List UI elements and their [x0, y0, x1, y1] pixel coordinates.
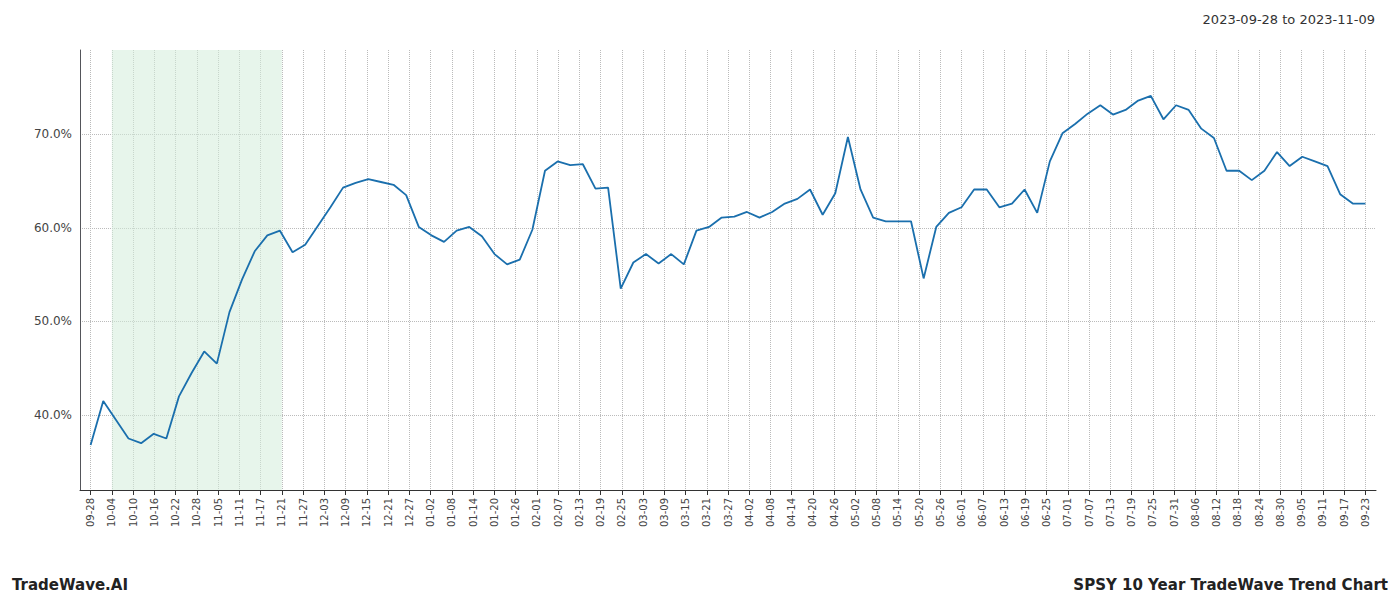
svg-text:10-28: 10-28: [191, 498, 202, 527]
svg-text:01-14: 01-14: [468, 498, 479, 527]
svg-text:02-13: 02-13: [574, 498, 585, 527]
svg-text:06-19: 06-19: [1020, 498, 1031, 527]
svg-text:07-07: 07-07: [1084, 498, 1095, 527]
svg-text:01-26: 01-26: [510, 498, 521, 527]
svg-text:09-28: 09-28: [85, 498, 96, 527]
svg-text:09-05: 09-05: [1296, 498, 1307, 527]
svg-text:07-19: 07-19: [1126, 498, 1137, 527]
svg-text:04-26: 04-26: [829, 498, 840, 527]
svg-text:02-07: 02-07: [553, 498, 564, 527]
svg-text:12-03: 12-03: [319, 498, 330, 527]
svg-text:60.0%: 60.0%: [34, 221, 72, 235]
svg-text:05-20: 05-20: [914, 498, 925, 527]
svg-text:03-27: 03-27: [723, 498, 734, 527]
svg-text:03-03: 03-03: [638, 498, 649, 527]
svg-text:10-22: 10-22: [170, 498, 181, 527]
svg-text:70.0%: 70.0%: [34, 127, 72, 141]
svg-text:10-04: 10-04: [106, 498, 117, 527]
svg-text:12-09: 12-09: [340, 498, 351, 527]
svg-text:40.0%: 40.0%: [34, 408, 72, 422]
svg-text:08-24: 08-24: [1254, 498, 1265, 527]
svg-text:06-07: 06-07: [977, 498, 988, 527]
svg-text:11-11: 11-11: [234, 498, 245, 527]
svg-text:11-17: 11-17: [255, 498, 266, 527]
svg-text:03-21: 03-21: [701, 498, 712, 527]
svg-text:03-09: 03-09: [659, 498, 670, 527]
svg-text:09-11: 09-11: [1317, 498, 1328, 527]
svg-text:08-30: 08-30: [1275, 498, 1286, 527]
svg-text:11-05: 11-05: [213, 498, 224, 527]
svg-text:03-15: 03-15: [680, 498, 691, 527]
svg-text:TradeWave.AI: TradeWave.AI: [12, 576, 128, 594]
svg-text:SPSY 10 Year TradeWave Trend C: SPSY 10 Year TradeWave Trend Chart: [1073, 576, 1388, 594]
svg-text:01-20: 01-20: [489, 498, 500, 527]
svg-text:05-26: 05-26: [935, 498, 946, 527]
svg-text:01-08: 01-08: [446, 498, 457, 527]
svg-text:09-17: 09-17: [1339, 498, 1350, 527]
svg-text:12-21: 12-21: [383, 498, 394, 527]
svg-text:04-14: 04-14: [786, 498, 797, 527]
svg-text:06-25: 06-25: [1041, 498, 1052, 527]
svg-text:50.0%: 50.0%: [34, 314, 72, 328]
svg-text:10-16: 10-16: [149, 498, 160, 527]
svg-text:07-13: 07-13: [1105, 498, 1116, 527]
svg-text:08-06: 08-06: [1190, 498, 1201, 527]
svg-text:01-02: 01-02: [425, 498, 436, 527]
svg-text:05-14: 05-14: [892, 498, 903, 527]
svg-text:04-20: 04-20: [807, 498, 818, 527]
svg-text:02-25: 02-25: [616, 498, 627, 527]
svg-text:04-02: 04-02: [744, 498, 755, 527]
svg-text:08-18: 08-18: [1232, 498, 1243, 527]
svg-text:09-23: 09-23: [1360, 498, 1371, 527]
svg-text:08-12: 08-12: [1211, 498, 1222, 527]
svg-text:12-15: 12-15: [361, 498, 372, 527]
svg-text:02-01: 02-01: [531, 498, 542, 527]
svg-text:05-02: 05-02: [850, 498, 861, 527]
svg-text:02-19: 02-19: [595, 498, 606, 527]
svg-text:12-27: 12-27: [404, 498, 415, 527]
svg-text:2023-09-28 to 2023-11-09: 2023-09-28 to 2023-11-09: [1203, 12, 1375, 27]
svg-text:07-01: 07-01: [1062, 498, 1073, 527]
svg-text:11-21: 11-21: [276, 498, 287, 527]
svg-text:04-08: 04-08: [765, 498, 776, 527]
svg-text:07-25: 07-25: [1147, 498, 1158, 527]
svg-text:10-10: 10-10: [128, 498, 139, 527]
svg-text:06-13: 06-13: [999, 498, 1010, 527]
svg-text:06-01: 06-01: [956, 498, 967, 527]
svg-text:11-27: 11-27: [298, 498, 309, 527]
svg-text:07-31: 07-31: [1169, 498, 1180, 527]
svg-text:05-08: 05-08: [871, 498, 882, 527]
